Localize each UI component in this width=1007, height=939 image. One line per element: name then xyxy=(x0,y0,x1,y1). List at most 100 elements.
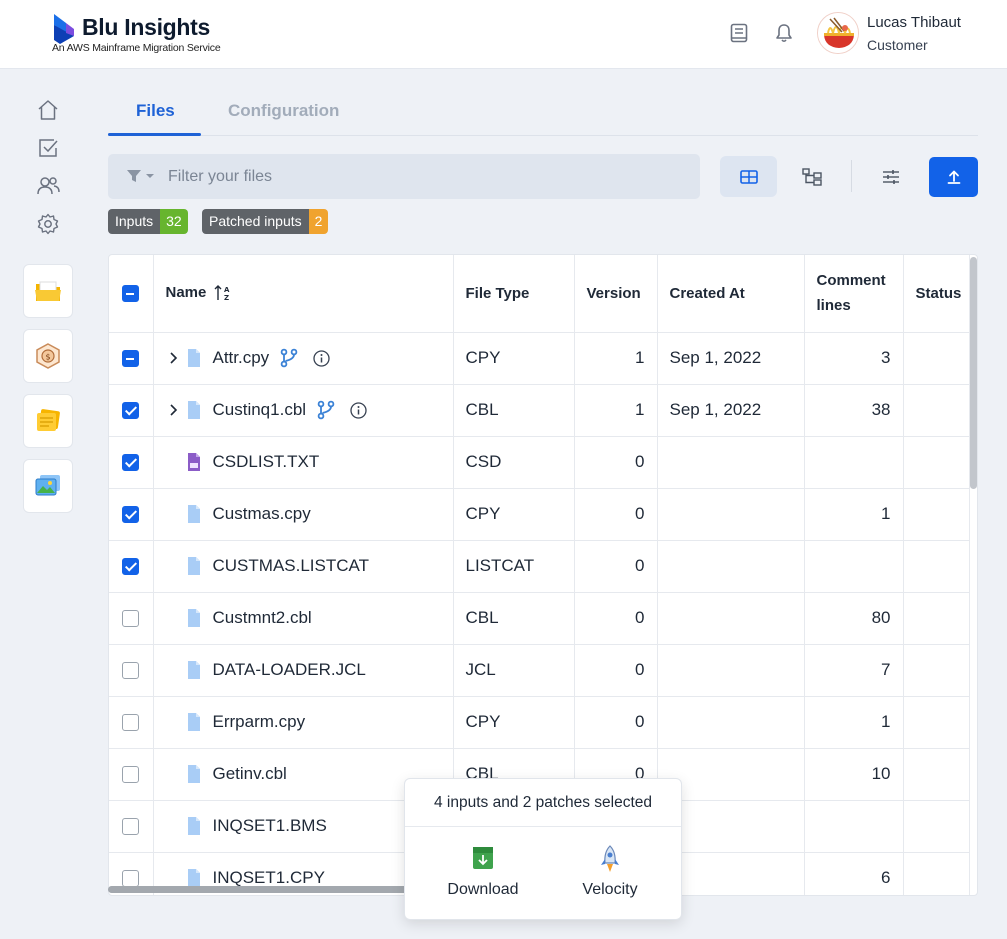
row-checkbox[interactable] xyxy=(122,558,140,576)
table-view-button[interactable] xyxy=(720,156,777,197)
table-row[interactable]: Getinv.cbl CBL 0 10 xyxy=(109,748,970,801)
book-icon[interactable] xyxy=(728,22,750,44)
row-select-cell xyxy=(109,436,154,489)
row-checkbox[interactable] xyxy=(122,662,140,680)
table-row[interactable]: Custinq1.cbl CBL 1 Sep 1, 2022 38 xyxy=(109,384,970,437)
column-header-file-type[interactable]: File Type xyxy=(453,255,575,333)
chevron-right-icon[interactable] xyxy=(166,404,180,416)
comment-lines-cell: 6 xyxy=(804,852,904,895)
user-role: Customer xyxy=(867,37,928,53)
tab-files[interactable]: Files xyxy=(136,101,175,120)
codebase-module-button[interactable]: $ xyxy=(23,329,73,383)
file-type-cell: CPY xyxy=(453,696,575,749)
column-settings-button[interactable] xyxy=(862,156,919,197)
users-icon[interactable] xyxy=(36,174,60,198)
status-cell xyxy=(903,800,970,853)
sliders-icon xyxy=(882,169,899,184)
table-row[interactable]: Custmas.cpy CPY 0 1 xyxy=(109,488,970,541)
row-checkbox[interactable] xyxy=(122,506,140,524)
file-name[interactable]: INQSET1.BMS xyxy=(212,816,327,835)
row-checkbox[interactable] xyxy=(122,454,140,472)
home-icon[interactable] xyxy=(36,98,60,122)
horizontal-scrollbar-thumb[interactable] xyxy=(108,886,538,893)
tab-configuration[interactable]: Configuration xyxy=(228,101,340,120)
table-row[interactable]: CUSTMAS.LISTCAT LISTCAT 0 xyxy=(109,540,970,593)
file-name[interactable]: Errparm.cpy xyxy=(212,712,306,731)
column-header-status[interactable]: Status xyxy=(903,255,970,333)
select-all-checkbox[interactable] xyxy=(122,285,140,303)
table-row[interactable]: Attr.cpy CPY 1 Sep 1, 2022 3 xyxy=(109,332,970,385)
vertical-scrollbar-thumb[interactable] xyxy=(970,257,977,489)
file-name[interactable]: Attr.cpy xyxy=(212,348,270,367)
row-checkbox[interactable] xyxy=(122,818,140,836)
table-row[interactable]: CSDLIST.TXT CSD 0 xyxy=(109,436,970,489)
velocity-label: Velocity xyxy=(582,881,638,898)
name-cell: CUSTMAS.LISTCAT xyxy=(153,540,454,593)
toolbar-divider xyxy=(851,160,852,192)
table-row[interactable]: Custmnt2.cbl CBL 0 80 xyxy=(109,592,970,645)
badge-label: Patched inputs xyxy=(202,209,309,234)
velocity-button[interactable]: Velocity xyxy=(550,845,670,899)
patched-inputs-badge[interactable]: Patched inputs 2 xyxy=(202,209,329,234)
sort-az-icon[interactable]: AZ xyxy=(214,284,232,302)
file-name[interactable]: Custmas.cpy xyxy=(212,504,311,523)
column-header-name[interactable]: Name A Z xyxy=(153,255,454,333)
funnel-icon[interactable] xyxy=(126,168,156,189)
file-type-cell: CPY xyxy=(453,488,575,541)
settings-icon[interactable] xyxy=(36,212,60,236)
file-name[interactable]: Custinq1.cbl xyxy=(212,400,307,419)
badge-count: 2 xyxy=(308,209,329,234)
created-at-cell xyxy=(657,644,805,697)
version-cell: 0 xyxy=(574,696,658,749)
images-module-button[interactable] xyxy=(23,459,73,513)
created-at-cell xyxy=(657,540,805,593)
column-header-comment-lines[interactable]: Comment lines xyxy=(804,255,904,333)
column-header-version[interactable]: Version xyxy=(574,255,658,333)
row-checkbox[interactable] xyxy=(122,714,140,732)
column-label: Name xyxy=(165,284,207,302)
file-name[interactable]: Custmnt2.cbl xyxy=(212,608,312,627)
active-tab-indicator xyxy=(108,133,201,136)
file-name[interactable]: Getinv.cbl xyxy=(212,764,287,783)
comment-lines-cell: 1 xyxy=(804,488,904,541)
column-header-created-at[interactable]: Created At xyxy=(657,255,805,333)
row-checkbox[interactable] xyxy=(122,766,140,784)
row-checkbox[interactable] xyxy=(122,610,140,628)
branch-icon[interactable] xyxy=(316,400,336,420)
file-icon xyxy=(186,816,204,836)
file-name[interactable]: CSDLIST.TXT xyxy=(212,452,320,471)
tasks-icon[interactable] xyxy=(36,136,60,160)
selection-popup: 4 inputs and 2 patches selected Download… xyxy=(404,778,682,920)
created-at-cell: Sep 1, 2022 xyxy=(657,384,805,437)
inputs-badge[interactable]: Inputs 32 xyxy=(108,209,188,234)
bell-icon[interactable] xyxy=(773,22,795,44)
download-button[interactable]: Download xyxy=(423,845,543,899)
avatar[interactable] xyxy=(817,12,859,54)
version-cell: 0 xyxy=(574,540,658,593)
file-name[interactable]: CUSTMAS.LISTCAT xyxy=(212,556,369,575)
table-row[interactable]: DATA-LOADER.JCL JCL 0 7 xyxy=(109,644,970,697)
status-cell xyxy=(903,488,970,541)
file-type-cell: CBL xyxy=(453,384,575,437)
status-cell xyxy=(903,696,970,749)
branch-icon[interactable] xyxy=(279,348,299,368)
row-checkbox[interactable] xyxy=(122,870,140,888)
file-name[interactable]: DATA-LOADER.JCL xyxy=(212,660,366,679)
info-icon[interactable] xyxy=(313,349,330,367)
filter-input[interactable] xyxy=(168,154,688,199)
row-checkbox[interactable] xyxy=(122,350,140,368)
file-name[interactable]: INQSET1.CPY xyxy=(212,868,325,887)
chevron-right-icon[interactable] xyxy=(166,352,180,364)
status-cell xyxy=(903,436,970,489)
row-checkbox[interactable] xyxy=(122,402,140,420)
comment-lines-cell: 38 xyxy=(804,384,904,437)
notes-module-button[interactable] xyxy=(23,394,73,448)
table-row[interactable]: Errparm.cpy CPY 0 1 xyxy=(109,696,970,749)
file-icon xyxy=(186,868,204,888)
files-module-button[interactable] xyxy=(23,264,73,318)
upload-button[interactable] xyxy=(929,157,978,197)
tree-view-button[interactable] xyxy=(783,156,840,197)
created-at-cell xyxy=(657,436,805,489)
info-icon[interactable] xyxy=(350,401,367,419)
row-select-cell xyxy=(109,384,154,437)
